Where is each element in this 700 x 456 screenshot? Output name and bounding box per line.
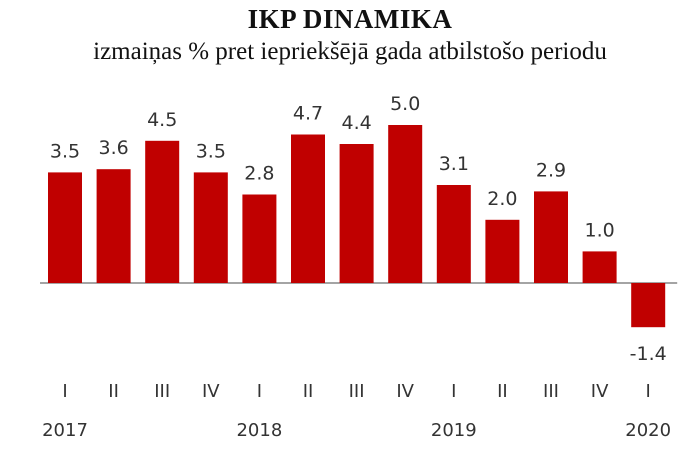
value-label: 3.1 xyxy=(439,153,469,175)
bar xyxy=(145,140,180,283)
x-tick-label: II xyxy=(303,381,314,402)
x-tick-label: IV xyxy=(591,381,609,402)
value-label: 2.0 xyxy=(487,188,517,210)
chart-title: IKP DINAMIKA xyxy=(247,4,453,34)
year-label: 2020 xyxy=(625,420,671,441)
bar xyxy=(242,194,277,283)
bar xyxy=(96,169,131,283)
x-tick-label: I xyxy=(451,381,456,402)
value-label: 2.8 xyxy=(244,163,274,185)
x-tick-label: III xyxy=(154,381,170,402)
year-label: 2018 xyxy=(236,420,282,441)
value-label: 3.5 xyxy=(196,140,226,162)
bar xyxy=(582,251,617,283)
bar xyxy=(631,283,666,328)
value-label: 3.6 xyxy=(98,137,128,159)
value-label: 4.7 xyxy=(293,103,323,125)
value-label: 4.4 xyxy=(341,112,371,134)
bar xyxy=(339,144,374,283)
x-tick-label: I xyxy=(646,381,651,402)
x-tick-label: II xyxy=(108,381,119,402)
x-tick-label: I xyxy=(62,381,67,402)
bar xyxy=(193,172,228,283)
bar xyxy=(291,134,325,283)
x-tick-label: I xyxy=(257,381,262,402)
x-tick-label: IV xyxy=(396,381,414,402)
value-label: 4.5 xyxy=(147,109,177,131)
x-tick-label: II xyxy=(497,381,508,402)
value-label: 1.0 xyxy=(584,219,614,241)
bar xyxy=(436,185,471,283)
x-tick-label: III xyxy=(543,381,559,402)
x-tick-label: IV xyxy=(202,381,220,402)
x-tick-label: III xyxy=(349,381,365,402)
value-label: -1.4 xyxy=(630,343,667,365)
bar xyxy=(534,191,568,283)
value-label: 5.0 xyxy=(390,93,420,115)
bar xyxy=(48,172,82,283)
bar xyxy=(485,219,520,283)
value-label: 2.9 xyxy=(536,159,566,181)
year-label: 2019 xyxy=(431,420,477,441)
year-label: 2017 xyxy=(42,420,88,441)
value-label: 3.5 xyxy=(50,140,80,162)
bar xyxy=(388,125,423,283)
chart-subtitle: izmaiņas % pret iepriekšējā gada atbilst… xyxy=(93,38,607,65)
